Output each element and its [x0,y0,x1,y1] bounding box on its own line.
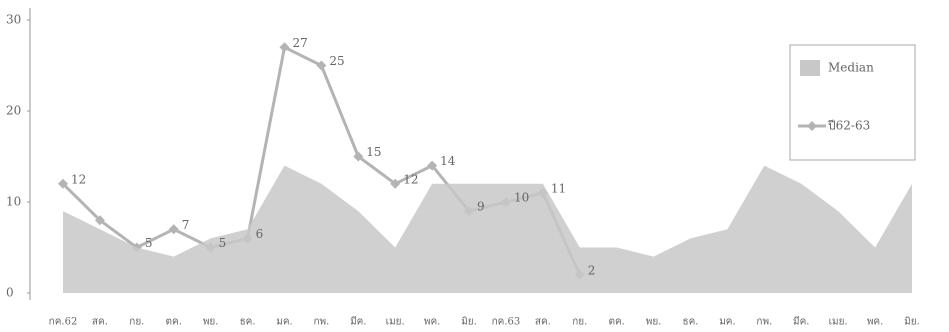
x-tick-label: มิย. [461,317,477,328]
x-tick-label: กพ. [756,317,772,328]
data-label: 12 [71,172,86,186]
x-tick-label: สค. [535,317,551,328]
data-label: 15 [366,145,381,159]
x-tick-label: ธค. [240,317,256,328]
data-label: 2 [588,263,596,277]
marker [316,60,327,71]
x-tick-label: พค. [424,317,440,328]
x-tick-label: มค. [719,317,735,328]
marker [94,215,105,226]
data-label: 10 [514,191,529,205]
x-tick-label: กค.62 [49,317,78,328]
x-tick-label: พย. [646,317,662,328]
x-tick-label: มีค. [793,316,809,328]
x-tick-label: กพ. [313,317,329,328]
x-tick-label: เมย. [386,317,405,328]
legend-label: ปี62-63 [827,119,870,133]
data-label: 9 [477,200,485,214]
x-tick-label: เมย. [829,317,848,328]
marker [427,160,438,171]
marker [279,42,290,53]
x-tick-label: กค.63 [492,317,521,328]
y-tick-label: 20 [6,104,21,118]
data-label: 12 [403,172,418,186]
area [63,165,912,293]
y-tick-label: 10 [6,195,21,209]
x-tick-label: กย. [129,317,144,328]
marker [353,151,364,162]
x-tick-label: ธค. [683,317,699,328]
x-tick-label: มค. [276,317,292,328]
x-tick-label: มิย. [904,317,920,328]
x-tick-label: กย. [572,317,587,328]
x-tick-label: ตค. [166,317,182,328]
data-label: 5 [219,236,227,250]
data-label: 6 [256,227,264,241]
data-label: 14 [440,154,456,168]
x-tick-label: ตค. [609,317,625,328]
x-tick-label: สค. [92,317,108,328]
marker [58,178,68,189]
x-tick-label: มีค. [350,316,366,328]
y-tick-label: 0 [6,286,14,300]
data-label: 7 [182,218,190,232]
legend-label: Median [828,61,874,75]
data-label: 5 [145,236,153,250]
data-label: 11 [551,181,566,195]
marker [168,224,179,235]
marker [390,178,401,189]
legend-marker [807,121,817,131]
legend-swatch [800,60,820,76]
x-tick-label: พค. [867,317,883,328]
data-label: 25 [329,54,344,68]
x-tick-label: พย. [203,317,219,328]
y-tick-label: 30 [6,13,21,27]
data-label: 27 [292,36,307,50]
